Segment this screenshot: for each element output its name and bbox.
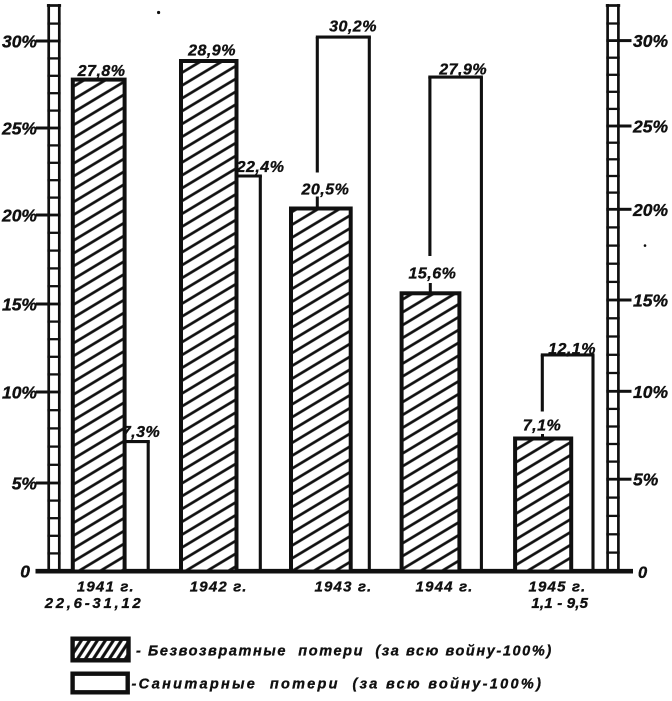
- svg-text:28,9%: 28,9%: [187, 43, 236, 60]
- svg-text:7,3%: 7,3%: [122, 424, 160, 441]
- svg-text:-Санитарные потери (за всю в: -Санитарные потери (за всю войну-100%): [132, 677, 544, 693]
- svg-text:30%: 30%: [633, 31, 668, 51]
- svg-text:25%: 25%: [1, 119, 37, 139]
- svg-text:1941 г.: 1941 г.: [77, 579, 135, 596]
- svg-text:20%: 20%: [1, 206, 37, 226]
- svg-text:1942 г.: 1942 г.: [190, 579, 248, 596]
- svg-text:20,5%: 20,5%: [300, 182, 349, 199]
- svg-text:20%: 20%: [632, 200, 668, 220]
- svg-text:- Безвозвратные потери (за в: - Безвозвратные потери (за всю войну-100…: [136, 644, 553, 660]
- svg-text:30%: 30%: [2, 32, 37, 52]
- svg-text:12,1%: 12,1%: [548, 341, 596, 358]
- svg-text:10%: 10%: [2, 383, 37, 403]
- svg-text:15,6%: 15,6%: [408, 266, 456, 283]
- svg-text:1,1 - 9,5: 1,1 - 9,5: [531, 595, 588, 612]
- svg-text:1943 г.: 1943 г.: [314, 579, 372, 596]
- svg-text:0: 0: [638, 564, 648, 582]
- svg-text:22,6-31,12: 22,6-31,12: [44, 595, 144, 612]
- svg-text:0: 0: [20, 562, 30, 582]
- svg-text:5%: 5%: [633, 470, 659, 490]
- svg-text:27,8%: 27,8%: [77, 63, 126, 80]
- svg-text:10%: 10%: [633, 382, 668, 402]
- svg-text:1945 г.: 1945 г.: [528, 579, 586, 596]
- svg-text:7,1%: 7,1%: [523, 418, 561, 435]
- svg-text:30,2%: 30,2%: [329, 19, 377, 36]
- svg-text:27,9%: 27,9%: [438, 62, 487, 79]
- svg-text:5%: 5%: [12, 474, 38, 494]
- svg-text:15%: 15%: [633, 291, 668, 311]
- svg-text:25%: 25%: [632, 117, 668, 137]
- svg-text:22,4%: 22,4%: [236, 159, 285, 176]
- svg-text:1944 г.: 1944 г.: [416, 579, 474, 596]
- svg-text:15%: 15%: [2, 295, 37, 315]
